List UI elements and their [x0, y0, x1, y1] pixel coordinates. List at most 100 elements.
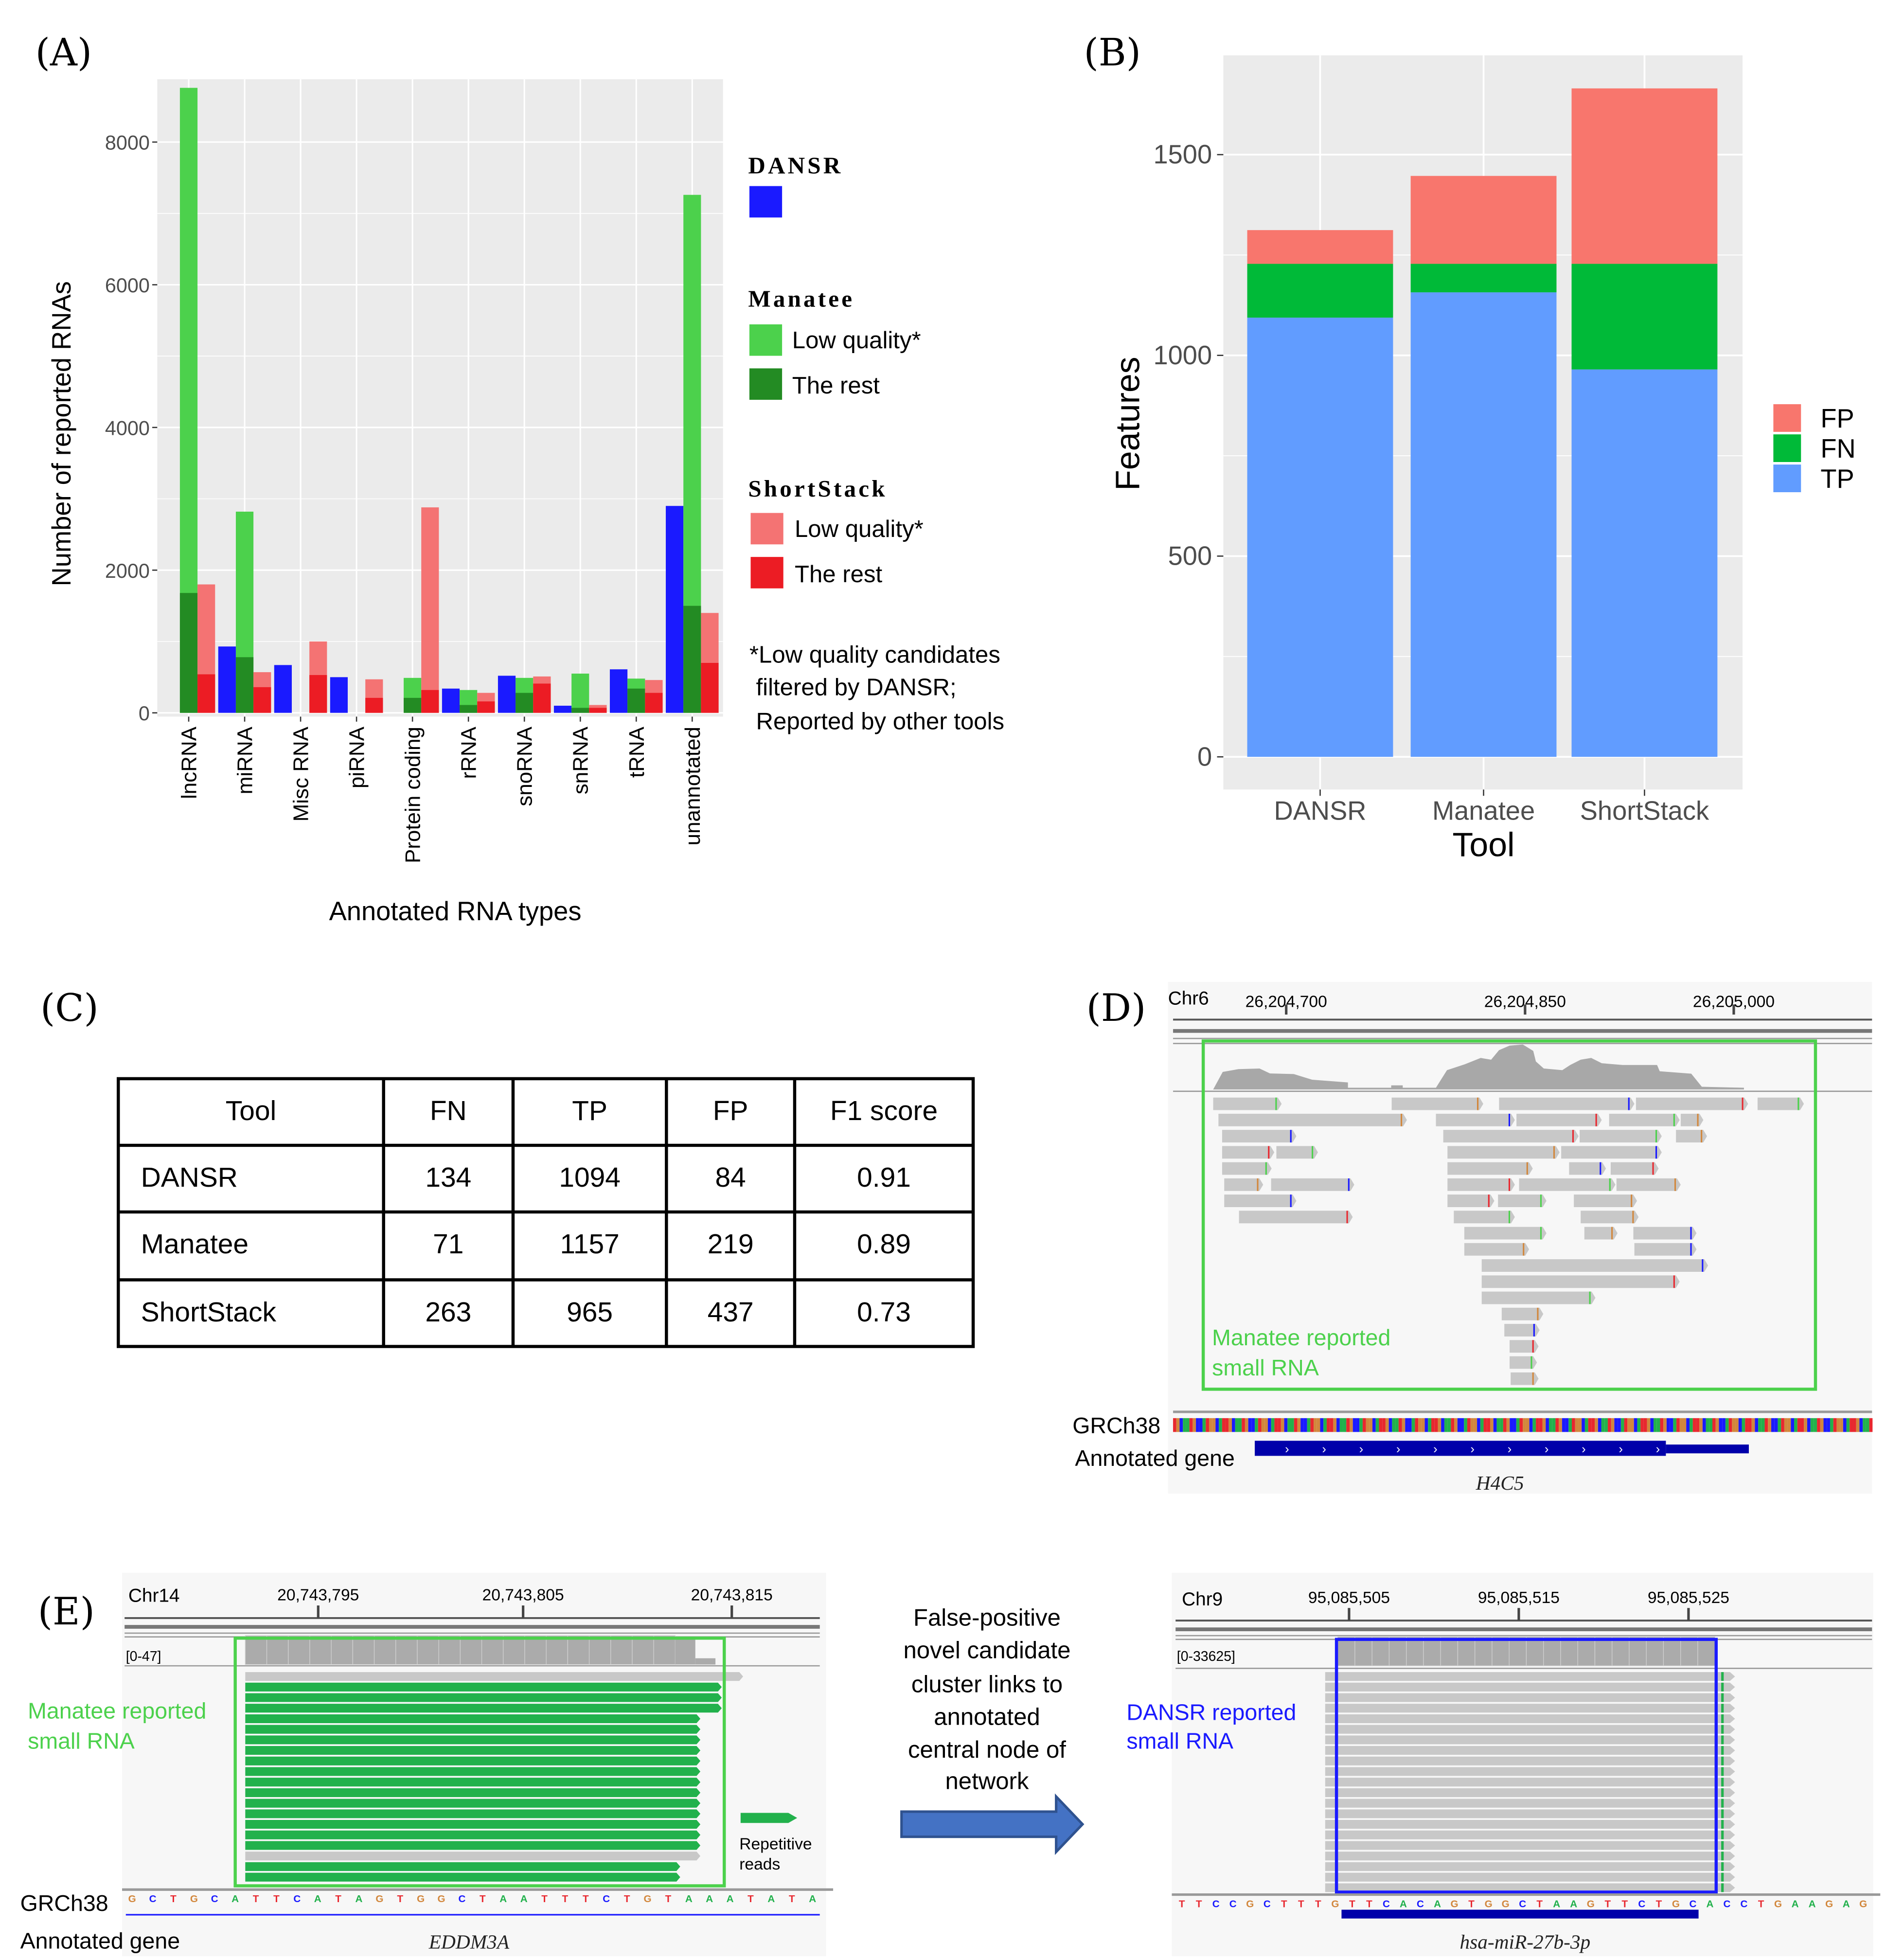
- base-stripe: [1183, 1418, 1186, 1432]
- base-stripe: [1728, 1418, 1732, 1432]
- base-stripe: [1398, 1418, 1402, 1432]
- bar-dansr-rRNA: [442, 688, 460, 713]
- aligned-read: [1325, 1746, 1735, 1755]
- aligned-read: [1481, 1259, 1708, 1272]
- base-stripe: [1702, 1418, 1706, 1432]
- base-stripe: [1745, 1418, 1748, 1432]
- base-stripe: [1369, 1418, 1373, 1432]
- base-stripe: [1686, 1418, 1690, 1432]
- panel-d: (D) Chr6 26,204,700 26,204,850 26,205,000 …: [1072, 981, 1873, 1494]
- base-stripe: [1212, 1418, 1216, 1432]
- coverage-bar: [1646, 1637, 1664, 1666]
- mismatch-mark: [1526, 1162, 1528, 1175]
- base-stripe: [1817, 1418, 1820, 1432]
- base-stripe: [1614, 1418, 1618, 1432]
- mismatch-mark: [1721, 1809, 1724, 1818]
- bar-shortstack-rest-tRNA: [645, 693, 663, 713]
- legend-swatch-tp: [1772, 463, 1802, 494]
- strand-arrow-icon: ›: [1508, 1443, 1512, 1456]
- base-stripe: [1742, 1418, 1745, 1432]
- base-stripe: [1562, 1418, 1566, 1432]
- base-stripe: [1654, 1418, 1657, 1432]
- base-stripe: [1588, 1418, 1592, 1432]
- base-stripe: [1255, 1418, 1258, 1432]
- strand-arrow-icon: ›: [1470, 1443, 1475, 1456]
- legend-label-fp: FP: [1820, 404, 1854, 433]
- base-stripe: [1470, 1418, 1474, 1432]
- ruler-tick-label: 26,204,700: [1245, 993, 1327, 1011]
- base-stripe: [1719, 1418, 1723, 1432]
- mismatch-mark: [1312, 1146, 1314, 1159]
- base-stripe: [1375, 1418, 1379, 1432]
- base-stripe: [1186, 1418, 1190, 1432]
- mismatch-mark: [1508, 1178, 1511, 1191]
- base-stripe: [1291, 1418, 1294, 1432]
- coverage-bar: [352, 1635, 375, 1665]
- base-stripe: [1219, 1418, 1222, 1432]
- mismatch-mark: [1477, 1097, 1479, 1110]
- mismatch-mark: [1508, 1113, 1511, 1126]
- aligned-read: [1325, 1799, 1735, 1808]
- mismatch-mark: [1589, 1291, 1591, 1304]
- mismatch-mark: [1721, 1735, 1724, 1745]
- reference-base: G: [1502, 1898, 1510, 1909]
- reference-base: A: [685, 1893, 693, 1905]
- aligned-read: [1580, 1130, 1662, 1143]
- reference-base: A: [499, 1893, 507, 1905]
- coverage-track-e-left: [245, 1635, 716, 1665]
- base-stripe: [1317, 1418, 1320, 1432]
- mismatch-mark: [1537, 1307, 1539, 1320]
- base-stripe: [1794, 1418, 1797, 1432]
- base-stripe: [1660, 1418, 1664, 1432]
- mismatch-mark: [1721, 1725, 1724, 1734]
- base-stripe: [1454, 1418, 1458, 1432]
- base-stripe: [1715, 1418, 1719, 1432]
- base-stripe: [1679, 1418, 1683, 1432]
- reference-base: G: [1774, 1898, 1782, 1909]
- mismatch-mark: [1702, 1259, 1704, 1272]
- mismatch-mark: [1721, 1682, 1724, 1692]
- legend-swatch-manatee-rest: [749, 368, 783, 400]
- caption-line-6: network: [945, 1768, 1029, 1794]
- base-stripe: [1692, 1418, 1696, 1432]
- reference-base: A: [1707, 1898, 1714, 1909]
- reference-base: T: [665, 1893, 672, 1905]
- reference-base: T: [397, 1893, 403, 1905]
- bar-manatee-rest-rRNA: [460, 705, 478, 713]
- repetitive-reads-label-line2: reads: [739, 1855, 780, 1873]
- reference-base: A: [1570, 1898, 1577, 1909]
- base-stripe: [1405, 1418, 1408, 1432]
- ruler-e-left: 20,743,795 20,743,805 20,743,815: [125, 1586, 820, 1667]
- repetitive-read: [245, 1725, 701, 1734]
- reference-base: T: [1536, 1898, 1543, 1909]
- mismatch-mark: [1721, 1704, 1724, 1713]
- table-cell: 219: [708, 1229, 754, 1260]
- base-stripe: [1823, 1418, 1827, 1432]
- base-stripe: [1215, 1418, 1219, 1432]
- bar-fp-DANSR: [1247, 230, 1393, 264]
- base-stripe: [1362, 1418, 1366, 1432]
- dansr-highlight-box-e: [1334, 1638, 1718, 1894]
- reference-base: G: [190, 1893, 198, 1905]
- box-label-e-right-line1: DANSR reported: [1126, 1699, 1296, 1725]
- base-stripe: [1173, 1418, 1176, 1432]
- bar-tp-ShortStack: [1571, 369, 1718, 757]
- base-stripe: [1689, 1418, 1693, 1432]
- base-stripe: [1820, 1418, 1824, 1432]
- base-stripe: [1480, 1418, 1484, 1432]
- repetitive-reads-legend-arrow: [740, 1813, 798, 1823]
- base-stripe: [1267, 1418, 1271, 1432]
- x-tick-label: DANSR: [1274, 796, 1367, 825]
- ruler-tick-label: 26,205,000: [1693, 993, 1775, 1011]
- coverage-bar: [524, 1635, 547, 1665]
- coverage-bar: [1440, 1637, 1459, 1666]
- base-stripe: [1663, 1418, 1667, 1432]
- reference-base: T: [335, 1893, 341, 1905]
- mismatch-mark: [1508, 1211, 1511, 1224]
- base-stripe: [1202, 1418, 1206, 1432]
- y-axis-title-b: Features: [1108, 356, 1146, 490]
- repetitive-read: [245, 1799, 701, 1808]
- base-stripe: [1281, 1418, 1284, 1432]
- base-stripe: [1800, 1418, 1804, 1432]
